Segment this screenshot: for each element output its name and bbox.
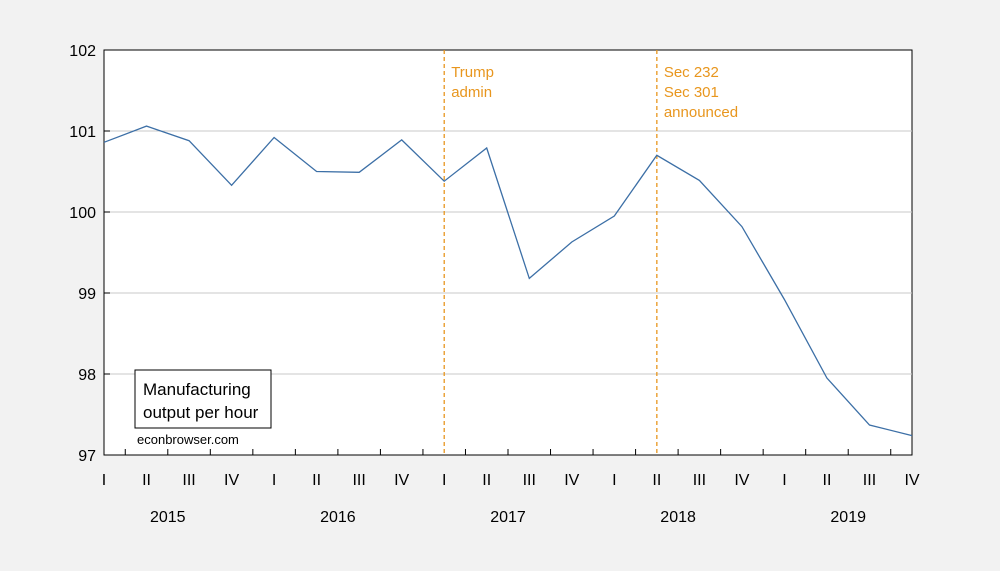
x-tick-label: I: [102, 472, 106, 489]
x-tick-label: IV: [224, 472, 239, 489]
year-label: 2016: [320, 509, 356, 526]
annotation-text: admin: [451, 84, 492, 101]
x-tick-label: III: [523, 472, 536, 489]
x-tick-label: IV: [564, 472, 579, 489]
annotation-text: Trump: [451, 64, 494, 81]
year-label: 2018: [660, 509, 696, 526]
x-tick-label: I: [442, 472, 446, 489]
legend-text: output per hour: [143, 403, 259, 422]
year-label: 2015: [150, 509, 186, 526]
x-tick-label: IV: [904, 472, 919, 489]
x-tick-label: IV: [394, 472, 409, 489]
watermark-text: econbrowser.com: [137, 432, 239, 447]
x-tick-label: III: [352, 472, 365, 489]
annotation-text: announced: [664, 104, 738, 121]
y-tick-label: 102: [69, 43, 96, 60]
year-label: 2019: [830, 509, 866, 526]
legend: Manufacturing output per hour econbrowser.…: [134, 369, 272, 447]
y-tick-label: 101: [69, 124, 96, 141]
y-tick-label: 99: [78, 286, 96, 303]
y-tick-label: 97: [78, 448, 96, 465]
x-tick-label: IV: [734, 472, 749, 489]
x-tick-label: II: [823, 472, 832, 489]
x-tick-label: III: [693, 472, 706, 489]
series-lines: [103, 125, 913, 437]
annotation-text: Sec 301: [664, 84, 719, 101]
y-tick-label: 98: [78, 367, 96, 384]
x-axis: I II III IV I II III IV I II III IV I II III IV I II III IV…: [102, 449, 920, 526]
x-tick-label: I: [612, 472, 616, 489]
legend-text: Manufacturing: [143, 380, 251, 399]
annotation-text: Sec 232: [664, 64, 719, 81]
x-tick-label: II: [312, 472, 321, 489]
y-tick-label: 100: [69, 205, 96, 222]
series-line: [103, 125, 913, 437]
x-tick-label: I: [272, 472, 276, 489]
x-tick-label: II: [652, 472, 661, 489]
annotations: Trump admin Sec 232 Sec 301 announced: [443, 50, 738, 455]
x-tick-label: II: [482, 472, 491, 489]
x-tick-label: II: [142, 472, 151, 489]
legend-box: [134, 369, 272, 429]
x-tick-label: III: [182, 472, 195, 489]
year-label: 2017: [490, 509, 526, 526]
y-axis: 97 98 99 100 101 102: [69, 43, 110, 465]
x-tick-label: III: [863, 472, 876, 489]
x-tick-label: I: [782, 472, 786, 489]
